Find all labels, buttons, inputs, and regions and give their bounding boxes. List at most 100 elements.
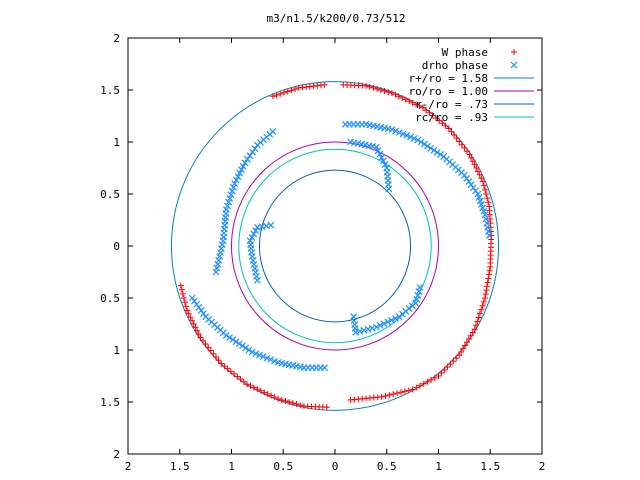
- drho-phase-point: [250, 260, 258, 268]
- drho-phase-point: [388, 126, 396, 133]
- drho-phase-point: [485, 232, 493, 240]
- drho-phase-point: [226, 334, 233, 341]
- circle-r-ro-1-58: [170, 81, 500, 411]
- drho-phase-point: [278, 359, 286, 367]
- legend-label: rc/ro = .93: [415, 111, 488, 124]
- drho-phase-point: [245, 346, 253, 354]
- x-tick-label: 0: [332, 460, 339, 473]
- drho-phase-point: [229, 336, 237, 344]
- drho-phase-point: [427, 144, 435, 152]
- drho-phase-point: [368, 324, 376, 332]
- drho-phase-point: [190, 297, 198, 305]
- drho-phase-point: [293, 362, 300, 370]
- drho-phase-point: [262, 222, 270, 230]
- drho-phase-point: [270, 357, 278, 365]
- drho-phase-point: [433, 148, 441, 156]
- drho-phase-point: [239, 162, 247, 170]
- circle-rc-ro-93: [238, 148, 432, 344]
- drho-phase-point: [479, 204, 487, 212]
- drho-phase-point: [385, 185, 393, 193]
- drho-phase-point: [300, 364, 308, 372]
- drho-phase-point: [362, 120, 370, 128]
- drho-phase-point: [350, 139, 358, 147]
- drho-phase-point: [465, 178, 473, 185]
- drho-phase-point: [246, 237, 254, 245]
- y-tick-label: 1.5: [100, 396, 120, 409]
- drho-phase-point: [430, 146, 438, 154]
- drho-phase-point: [369, 143, 377, 150]
- drho-phase-point: [224, 202, 231, 210]
- drho-phase-point: [356, 327, 364, 335]
- drho-phase-point: [222, 206, 230, 214]
- drho-phase-point: [202, 313, 210, 321]
- drho-phase-point: [253, 223, 261, 231]
- drho-phase-point: [246, 152, 254, 160]
- drho-phase-point: [358, 140, 366, 148]
- drho-phase-point: [415, 288, 423, 295]
- drho-phase-point: [289, 362, 297, 369]
- drho-phase-point: [251, 145, 259, 153]
- drho-phase-point: [274, 359, 282, 366]
- drho-phase-point: [258, 223, 266, 231]
- drho-phase-point: [478, 200, 485, 208]
- drho-phase-point: [370, 122, 377, 130]
- drho-phase-point: [249, 256, 257, 264]
- drho-phase-point: [472, 187, 480, 195]
- drho-phase-point: [248, 233, 256, 241]
- x-tick-label: 1: [228, 460, 235, 473]
- drho-phase-point: [374, 147, 382, 155]
- drho-phase-point: [377, 123, 385, 131]
- x-tick-label: 2: [539, 460, 546, 473]
- drho-phase-point: [253, 272, 260, 280]
- drho-phase-point: [252, 350, 260, 357]
- drho-phase-point: [263, 354, 271, 362]
- drho-phase-point: [365, 142, 373, 150]
- drho-phase-point: [395, 129, 403, 136]
- drho-phase-point: [252, 268, 260, 276]
- y-tick-label: 2: [113, 32, 120, 45]
- drho-phase-point: [248, 348, 256, 356]
- drho-phase-point: [416, 284, 424, 292]
- drho-phase-point: [384, 318, 392, 326]
- drho-phase-point: [239, 342, 246, 350]
- drho-phase-point: [388, 316, 396, 324]
- drho-phase-point: [378, 154, 385, 162]
- drho-phase-point: [360, 326, 368, 334]
- drho-phase-point: [437, 151, 444, 158]
- drho-phase-point: [381, 161, 389, 168]
- drho-phase-point: [242, 344, 250, 352]
- drho-phase-point: [510, 61, 518, 69]
- drho-phase-point: [392, 127, 400, 135]
- drho-phase-point: [252, 227, 259, 235]
- drho-phase-point: [399, 130, 407, 138]
- drho-phase-point: [199, 310, 207, 318]
- drho-phase-point: [376, 150, 384, 158]
- drho-phase-point: [285, 361, 293, 369]
- axis-ticks: 2 1.5 1 0.5 0 0.5 1 1.5 221.510.500.511.52: [100, 32, 545, 473]
- legend-label: r+/ro = 1.58: [409, 72, 488, 85]
- drho-phase-point: [413, 295, 421, 303]
- drho-phase-point: [267, 221, 275, 229]
- drho-phase-point: [251, 264, 259, 272]
- drho-phase-point: [227, 191, 235, 199]
- drho-phase-point: [366, 121, 374, 129]
- drho-phase-point: [234, 173, 242, 181]
- circle-r-ro-73: [258, 169, 412, 323]
- drho-phase-point: [372, 323, 380, 331]
- drho-phase-point: [414, 136, 422, 144]
- drho-phase-point: [424, 142, 431, 150]
- drho-phase-point: [380, 320, 388, 328]
- drho-phase-point: [412, 299, 420, 307]
- drho-phase-point: [235, 340, 243, 348]
- drho-phase-point: [253, 276, 261, 284]
- drho-phase-point: [236, 169, 244, 177]
- drho-phase-point: [410, 135, 418, 142]
- chart-title: m3/n1.5/k200/0.73/512: [266, 12, 405, 25]
- x-tick-label: 1.5: [480, 460, 500, 473]
- y-tick-label: 0.5: [100, 292, 120, 305]
- drho-phase-point: [469, 184, 477, 192]
- drho-phase-point: [244, 155, 251, 163]
- y-tick-label: 1: [113, 344, 120, 357]
